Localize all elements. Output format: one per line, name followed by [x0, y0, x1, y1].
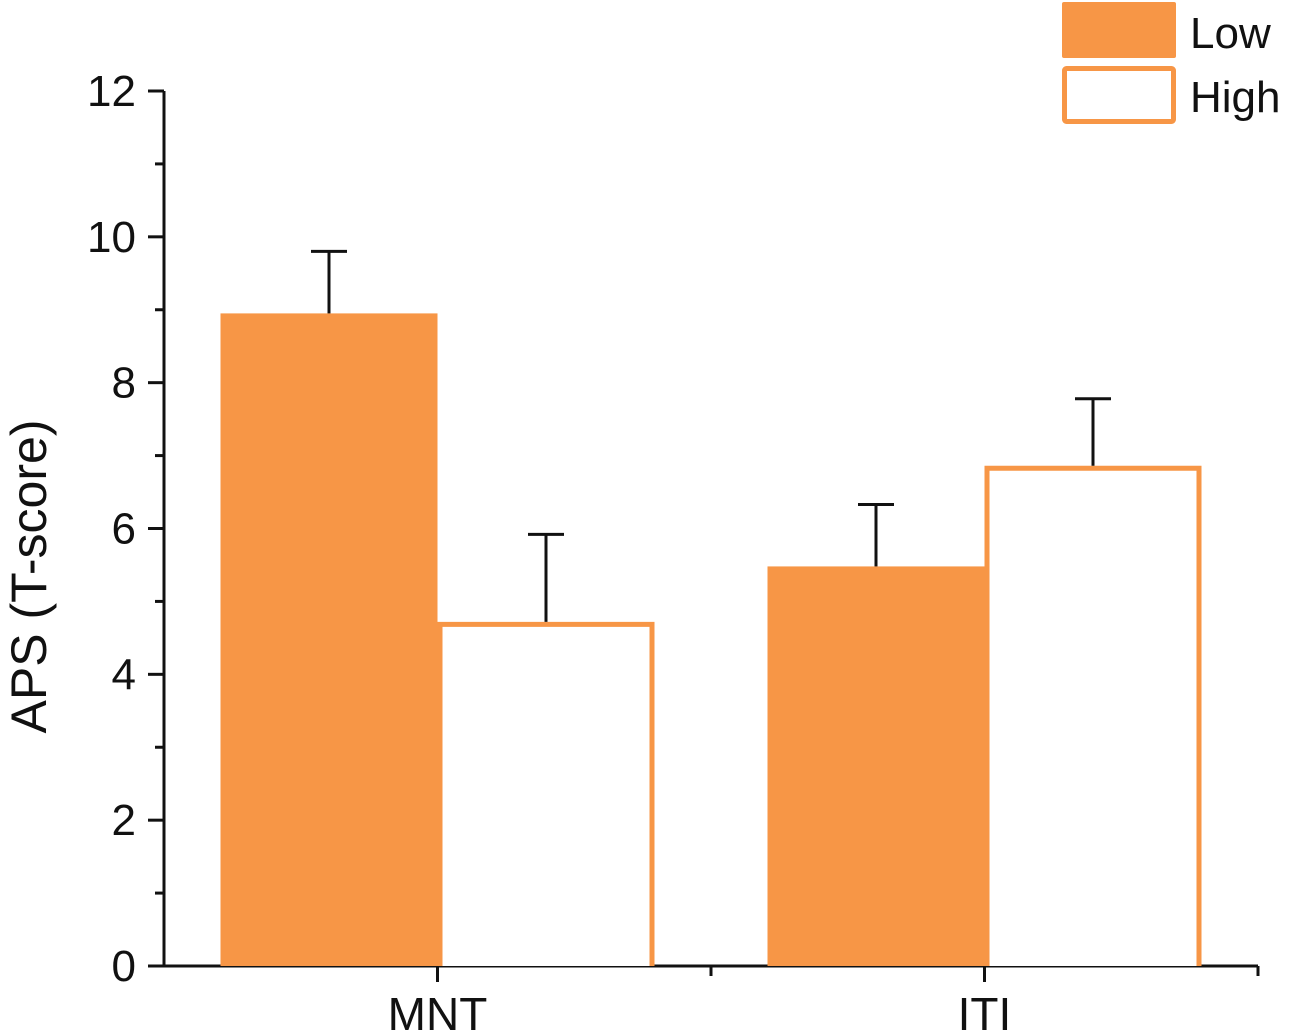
bar-high — [984, 465, 1202, 966]
legend-label-high: High — [1190, 73, 1281, 122]
y-axis-title: APS (T-score) — [1, 420, 57, 734]
x-tick-label: ITI — [958, 988, 1012, 1035]
y-tick-label: 6 — [112, 505, 136, 554]
legend: Low High — [1062, 2, 1281, 124]
y-tick-label: 4 — [112, 650, 136, 699]
y-ticks: 0 2 4 6 8 10 12 — [87, 67, 164, 991]
bar-low — [767, 566, 985, 966]
x-tick-label: MNT — [388, 988, 488, 1035]
x-ticks: MNT ITI — [388, 966, 1260, 1035]
y-tick-label: 8 — [112, 359, 136, 408]
error-bars — [311, 249, 1111, 622]
y-tick-label: 0 — [112, 942, 136, 991]
y-tick-label: 2 — [112, 796, 136, 845]
legend-swatch-high — [1062, 66, 1176, 124]
legend-swatch-low — [1062, 2, 1176, 58]
y-tick-label: 10 — [87, 213, 136, 262]
bar-low — [220, 313, 438, 966]
bar-high — [437, 621, 655, 966]
y-tick-label: 12 — [87, 67, 136, 116]
bars — [220, 313, 1202, 966]
legend-label-low: Low — [1190, 9, 1271, 58]
